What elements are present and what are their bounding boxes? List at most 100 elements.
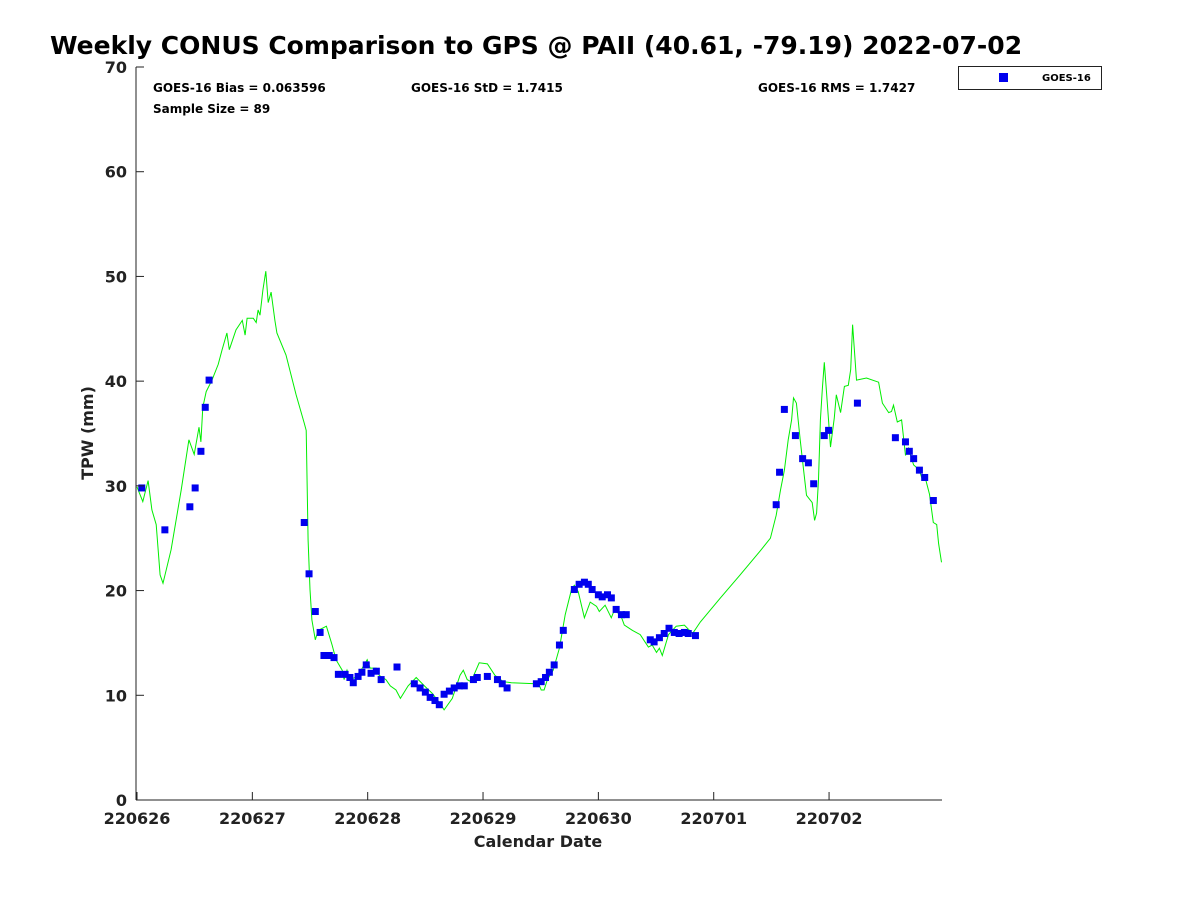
goes16-point	[349, 679, 357, 687]
goes16-point	[186, 503, 194, 511]
goes16-point	[660, 630, 668, 638]
goes16-point	[431, 697, 439, 705]
rms-stat: GOES-16 RMS = 1.7427	[758, 81, 915, 95]
goes16-point	[915, 466, 923, 474]
goes16-point	[594, 591, 602, 599]
goes16-point	[201, 403, 209, 411]
y-axis-ticks: 0 10 20 30 40 50 60 70	[105, 58, 144, 810]
goes16-point	[559, 626, 567, 634]
goes16-point	[810, 480, 818, 488]
goes16-point	[550, 661, 558, 669]
goes16-point	[580, 578, 588, 586]
goes16-point	[646, 636, 654, 644]
y-tick-label: 70	[105, 58, 127, 77]
goes16-point	[901, 438, 909, 446]
goes16-point	[691, 632, 699, 640]
goes16-point	[440, 690, 448, 698]
goes16-point	[498, 680, 506, 688]
goes16-point	[650, 638, 658, 646]
y-tick-label: 40	[105, 372, 127, 391]
goes16-point	[545, 668, 553, 676]
goes16-point	[473, 673, 481, 681]
x-tick-label: 220630	[565, 809, 632, 828]
goes16-point	[825, 426, 833, 434]
goes16-point	[612, 605, 620, 613]
goes16-point	[346, 673, 354, 681]
x-tick-label: 220629	[450, 809, 517, 828]
goes16-point	[460, 682, 468, 690]
goes16-point	[780, 405, 788, 413]
goes16-point	[617, 611, 625, 619]
goes16-point	[598, 593, 606, 601]
goes16-point	[341, 670, 349, 678]
goes16-point	[570, 586, 578, 594]
legend-marker-goes16	[999, 73, 1008, 82]
goes16-point	[421, 688, 429, 696]
goes16-point	[330, 654, 338, 662]
goes16-point	[804, 459, 812, 467]
goes16-point	[426, 693, 434, 701]
goes16-point	[655, 634, 663, 642]
goes16-point	[410, 680, 418, 688]
bias-stat: GOES-16 Bias = 0.063596	[153, 81, 326, 95]
y-tick-label: 60	[105, 163, 127, 182]
goes16-point	[450, 684, 458, 692]
goes16-point	[161, 526, 169, 534]
goes16-point	[665, 624, 673, 632]
plot-area	[136, 271, 942, 711]
goes16-point	[910, 455, 918, 463]
goes16-point	[929, 497, 937, 505]
goes16-point	[542, 673, 550, 681]
goes16-point	[435, 701, 443, 709]
goes16-point	[358, 668, 366, 676]
legend-box	[958, 66, 1102, 90]
gps-series-line	[136, 271, 942, 711]
goes16-point	[820, 432, 828, 440]
x-tick-label: 220627	[219, 809, 286, 828]
goes16-point	[532, 680, 540, 688]
goes16-point	[604, 591, 612, 599]
goes16-point	[675, 630, 683, 638]
x-tick-label: 220701	[680, 809, 747, 828]
chart-title: Weekly CONUS Comparison to GPS @ PAII (4…	[50, 31, 1022, 60]
goes16-point	[776, 468, 784, 476]
goes16-point	[367, 669, 375, 677]
goes16-point	[891, 434, 899, 442]
goes16-point	[320, 651, 328, 659]
goes16-point	[853, 399, 861, 407]
goes16-point	[372, 667, 380, 675]
goes16-point	[680, 628, 688, 636]
goes16-point	[393, 663, 401, 671]
goes16-point	[588, 586, 596, 594]
goes16-point	[772, 501, 780, 509]
goes16-point	[622, 611, 630, 619]
x-tick-label: 220626	[104, 809, 171, 828]
goes16-point	[575, 580, 583, 588]
goes16-point	[138, 484, 146, 492]
goes16-point	[670, 628, 678, 636]
goes16-point	[905, 447, 913, 455]
goes16-point	[311, 608, 319, 616]
goes16-point	[191, 484, 199, 492]
goes16-point	[921, 473, 929, 481]
goes16-point	[684, 630, 692, 638]
goes16-point	[305, 570, 313, 578]
goes16-point	[316, 628, 324, 636]
goes16-point	[334, 670, 342, 678]
goes16-point	[493, 676, 501, 684]
goes16-point	[416, 684, 424, 692]
goes16-point	[205, 376, 213, 384]
goes16-point	[791, 432, 799, 440]
sample-size-stat: Sample Size = 89	[153, 102, 270, 116]
std-stat: GOES-16 StD = 1.7415	[411, 81, 563, 95]
y-axis-label: TPW (mm)	[78, 386, 97, 480]
x-tick-label: 220702	[796, 809, 863, 828]
goes16-point	[503, 684, 511, 692]
goes16-point	[445, 687, 453, 695]
goes16-point	[362, 661, 370, 669]
goes16-point	[607, 594, 615, 602]
legend: GOES-16	[958, 66, 1102, 90]
goes16-point	[584, 580, 592, 588]
goes16-point	[197, 447, 205, 455]
